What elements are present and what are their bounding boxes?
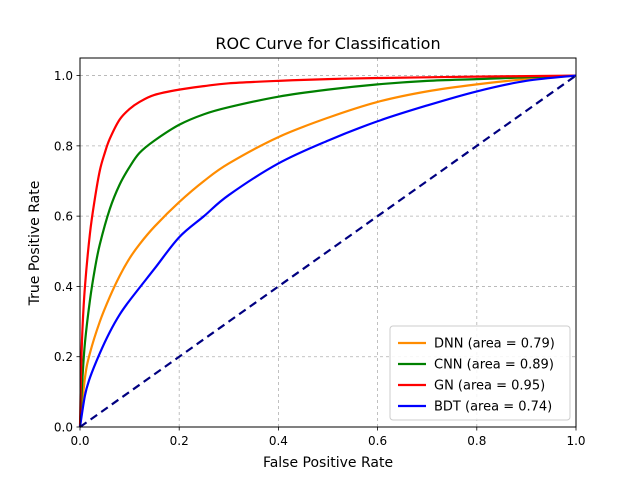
gn-roc-line <box>78 74 577 428</box>
x-axis-label: False Positive Rate <box>263 455 393 471</box>
legend-label: CNN (area = 0.89) <box>434 358 554 373</box>
series-layer <box>78 74 577 428</box>
x-tick-label: 0.6 <box>368 434 387 448</box>
y-axis-label: True Positive Rate <box>27 181 43 307</box>
x-tick-label: 0.8 <box>467 434 486 448</box>
legend-label: DNN (area = 0.79) <box>434 337 555 352</box>
y-tick-label: 0.0 <box>54 421 73 435</box>
y-tick-label: 0.4 <box>54 280 73 294</box>
plot-frame <box>79 57 577 428</box>
x-tick-label: 0.2 <box>170 434 189 448</box>
x-tick-label: 0.4 <box>269 434 288 448</box>
y-tick-label: 0.8 <box>54 139 73 153</box>
legend-box <box>389 325 571 421</box>
bdt-roc-line <box>78 74 577 428</box>
chance-diagonal-line <box>79 74 577 428</box>
axis-ticks: 0.0 0.2 0.4 0.6 0.8 1.0 0.0 0.2 0.4 0.6 0.8 1.0 <box>54 69 586 448</box>
y-tick-label: 0.6 <box>54 210 73 224</box>
legend: DNN (area = 0.79) CNN (area = 0.89) GN (ar… <box>389 325 571 421</box>
chart-title: ROC Curve for Classification <box>215 34 440 53</box>
cnn-roc-line <box>78 74 577 428</box>
dnn-roc-line <box>78 74 577 428</box>
y-tick-label: 0.2 <box>54 350 73 364</box>
y-tick-label: 1.0 <box>54 69 73 83</box>
x-tick-label: 1.0 <box>566 434 585 448</box>
legend-label: BDT (area = 0.74) <box>434 400 552 415</box>
legend-label: GN (area = 0.95) <box>434 379 545 394</box>
x-tick-label: 0.0 <box>70 434 89 448</box>
